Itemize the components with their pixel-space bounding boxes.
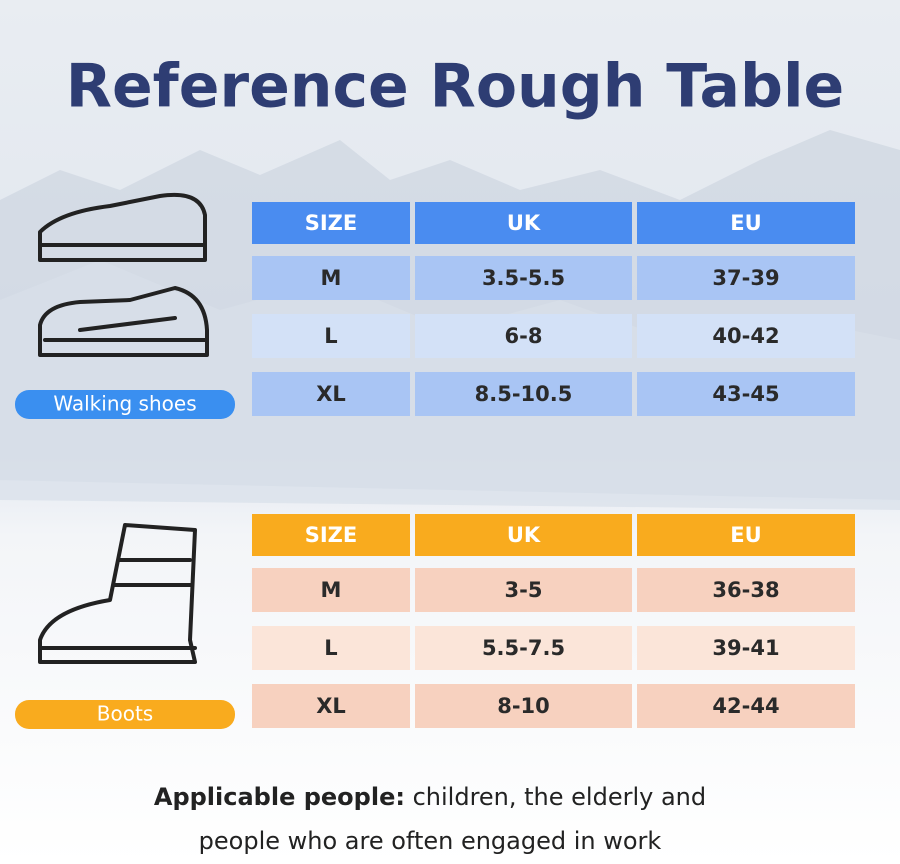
table-cell <box>637 372 855 416</box>
label-pill <box>15 390 235 419</box>
table-cell <box>415 626 632 670</box>
table-cell <box>637 314 855 358</box>
header-cell <box>415 514 632 556</box>
table-cell <box>252 256 410 300</box>
cell-text: 3.5-5.5 <box>482 266 565 290</box>
shoe-icon <box>38 192 209 357</box>
cell-text: M <box>321 266 342 290</box>
table-cell <box>252 314 410 358</box>
cell-text: 36-38 <box>712 578 779 602</box>
boot-icon <box>38 523 197 664</box>
cell-text: L <box>324 636 337 660</box>
cell-text: 42-44 <box>712 694 779 718</box>
cell-text: 8.5-10.5 <box>475 382 573 406</box>
cell-text: 5.5-7.5 <box>482 636 565 660</box>
cell-text: M <box>321 578 342 602</box>
header-cell <box>252 202 410 244</box>
header-cell <box>415 202 632 244</box>
cell-text: L <box>324 324 337 348</box>
cell-text: 8-10 <box>497 694 550 718</box>
cell-text: XL <box>316 382 346 406</box>
table-cell <box>415 314 632 358</box>
label: Boots <box>97 702 153 726</box>
header-text: EU <box>730 523 761 547</box>
table-cell <box>415 684 632 728</box>
table-cell <box>637 568 855 612</box>
footer-bold: Applicable people: <box>154 783 405 811</box>
footer-line: people who are often engaged in work <box>199 827 662 855</box>
header-text: SIZE <box>305 211 358 235</box>
cell-text: 6-8 <box>505 324 543 348</box>
footer-line: Applicable people: children, the elderly… <box>154 783 706 811</box>
footer-text: children, the elderly and <box>413 783 707 811</box>
label: Walking shoes <box>53 392 196 416</box>
table-cell <box>252 626 410 670</box>
cell-text: 39-41 <box>712 636 779 660</box>
table-cell <box>637 626 855 670</box>
header-text: EU <box>730 211 761 235</box>
table-cell <box>252 684 410 728</box>
cell-text: XL <box>316 694 346 718</box>
header-cell <box>637 514 855 556</box>
header-text: SIZE <box>305 523 358 547</box>
header-text: UK <box>507 211 541 235</box>
title: Reference Rough Table <box>66 52 844 122</box>
table-cell <box>415 372 632 416</box>
cell-text: 40-42 <box>712 324 779 348</box>
table-cell <box>415 256 632 300</box>
cell-text: 43-45 <box>712 382 779 406</box>
header-cell <box>637 202 855 244</box>
cell-text: 37-39 <box>712 266 779 290</box>
label-pill <box>15 700 235 729</box>
table-cell <box>415 568 632 612</box>
table-cell <box>637 256 855 300</box>
table-cell <box>252 372 410 416</box>
table-cell <box>637 684 855 728</box>
header-cell <box>252 514 410 556</box>
table-cell <box>252 568 410 612</box>
header-text: UK <box>507 523 541 547</box>
cell-text: 3-5 <box>505 578 543 602</box>
